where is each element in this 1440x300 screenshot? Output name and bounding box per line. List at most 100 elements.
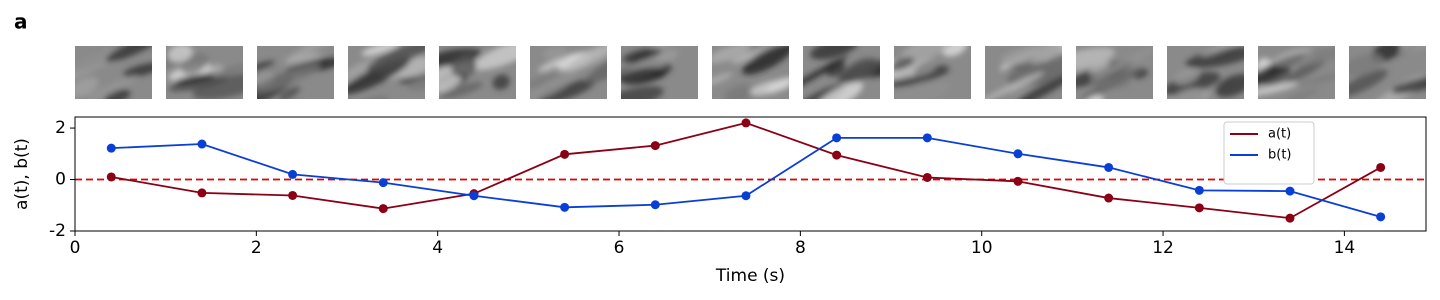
thumb-blob	[406, 73, 425, 92]
thumb-texture	[621, 20, 694, 99]
thumb-texture	[1167, 46, 1244, 99]
data-point	[1013, 176, 1023, 186]
thumb-blob	[439, 48, 482, 67]
thumb-blob	[1214, 73, 1244, 98]
thumb-blob	[1392, 73, 1426, 94]
thumb-blob	[1263, 87, 1320, 99]
thumb-texture	[1349, 46, 1426, 99]
data-point	[378, 204, 388, 214]
thumb-blob	[123, 62, 152, 78]
thumb-blob	[168, 76, 228, 92]
thumb-blob	[473, 46, 516, 70]
thumb-blob	[87, 75, 138, 99]
data-point	[832, 133, 842, 143]
data-point	[469, 191, 479, 201]
data-point	[741, 118, 751, 128]
thumb-blob	[746, 46, 788, 53]
thumb-blob	[803, 56, 848, 94]
thumb-blob	[837, 70, 860, 83]
thumb-blob	[1090, 48, 1153, 81]
thumb-blob	[537, 79, 595, 99]
thumb-blob	[566, 46, 607, 72]
x-tick-label: 0	[70, 238, 81, 258]
plot-frame	[74, 116, 1427, 232]
thumb-blob	[75, 47, 124, 75]
thumb-blob	[621, 47, 662, 63]
thumb-blob	[894, 57, 915, 71]
thumb-image	[1076, 46, 1153, 99]
thumb-texture	[439, 46, 516, 99]
thumb-texture	[348, 46, 425, 99]
series-line	[111, 136, 1381, 218]
thumbnail	[1349, 46, 1426, 99]
data-point	[650, 200, 660, 210]
thumb-blob	[585, 54, 607, 84]
data-point	[197, 188, 207, 198]
thumb-image	[803, 46, 880, 99]
data-point	[832, 150, 842, 160]
thumbnail	[712, 46, 789, 99]
data-point	[560, 202, 570, 212]
data-point	[288, 190, 298, 200]
thumb-blob	[1349, 53, 1384, 77]
thumbnail	[530, 46, 607, 99]
thumb-texture	[894, 46, 967, 99]
thumb-blob	[723, 84, 753, 99]
legend-box	[1223, 121, 1315, 185]
data-point	[288, 169, 298, 179]
legend-label: a(t)	[1268, 127, 1291, 142]
thumb-blob	[656, 20, 694, 51]
thumbnails	[75, 20, 1426, 99]
thumb-texture	[1076, 47, 1153, 99]
data-point	[1285, 186, 1295, 196]
thumb-image	[257, 46, 334, 99]
data-point	[1013, 149, 1023, 159]
thumb-texture	[803, 46, 880, 99]
thumb-image	[1349, 46, 1426, 99]
thumbnail	[166, 46, 243, 99]
thumb-blob	[257, 63, 321, 93]
thumbnail	[1167, 46, 1244, 99]
thumb-texture	[530, 46, 607, 99]
thumb-blob	[621, 67, 665, 85]
thumb-blob	[173, 73, 216, 85]
thumb-blob	[1028, 51, 1062, 86]
thumb-blob	[813, 81, 864, 99]
thumbnail	[803, 46, 880, 99]
thumb-blob	[167, 46, 193, 63]
thumb-image	[439, 46, 516, 99]
thumbnail	[621, 20, 698, 99]
panel-label: a	[14, 10, 28, 34]
thumb-blob	[1081, 67, 1143, 99]
data-point	[922, 172, 932, 182]
data-point	[922, 133, 932, 143]
thumb-texture	[75, 46, 152, 99]
thumb-image	[1167, 46, 1244, 99]
thumb-blob	[1076, 47, 1115, 72]
data-point	[560, 149, 570, 159]
y-axis-label: a(t), b(t)	[12, 138, 32, 210]
thumb-blob	[284, 52, 322, 64]
x-tick-label: 8	[795, 238, 806, 258]
thumb-image	[166, 46, 243, 99]
thumb-blob	[278, 86, 301, 99]
data-point	[197, 139, 207, 149]
data-point	[1376, 212, 1386, 222]
thumb-blob	[1167, 72, 1221, 96]
thumb-blob	[492, 74, 510, 90]
thumb-blob	[1285, 58, 1326, 83]
data-point	[741, 191, 751, 201]
thumb-image	[621, 20, 698, 99]
thumb-blob	[284, 46, 334, 63]
thumb-blob	[538, 58, 567, 72]
thumb-blob	[1088, 61, 1110, 75]
thumb-image	[894, 46, 971, 99]
thumb-blob	[985, 71, 1045, 99]
thumb-texture	[257, 46, 334, 99]
x-axis-label: Time (s)	[715, 266, 785, 286]
data-point	[1194, 185, 1204, 195]
thumb-blob	[192, 73, 243, 99]
thumb-image	[530, 46, 607, 99]
thumb-blob	[1172, 87, 1205, 99]
